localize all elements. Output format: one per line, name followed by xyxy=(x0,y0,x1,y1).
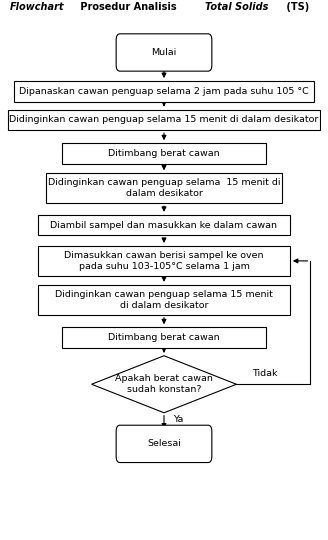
Text: (TS): (TS) xyxy=(283,2,310,12)
Text: Prosedur Analisis: Prosedur Analisis xyxy=(77,2,180,12)
Text: Didinginkan cawan penguap selama 15 menit di dalam desikator: Didinginkan cawan penguap selama 15 meni… xyxy=(9,116,319,124)
FancyBboxPatch shape xyxy=(62,143,266,164)
FancyBboxPatch shape xyxy=(116,425,212,463)
Text: Tidak: Tidak xyxy=(252,369,278,378)
Text: Ya: Ya xyxy=(174,415,184,424)
Text: Mulai: Mulai xyxy=(152,48,176,57)
FancyBboxPatch shape xyxy=(38,285,290,315)
FancyBboxPatch shape xyxy=(14,81,314,102)
Polygon shape xyxy=(92,356,236,413)
Text: Diambil sampel dan masukkan ke dalam cawan: Diambil sampel dan masukkan ke dalam caw… xyxy=(51,221,277,230)
FancyBboxPatch shape xyxy=(116,34,212,71)
Text: Dimasukkan cawan berisi sampel ke oven
pada suhu 103-105°C selama 1 jam: Dimasukkan cawan berisi sampel ke oven p… xyxy=(64,251,264,271)
Text: Ditimbang berat cawan: Ditimbang berat cawan xyxy=(108,149,220,158)
FancyBboxPatch shape xyxy=(38,215,290,235)
Text: Apakah berat cawan
sudah konstan?: Apakah berat cawan sudah konstan? xyxy=(115,374,213,394)
FancyBboxPatch shape xyxy=(62,327,266,348)
Text: Didinginkan cawan penguap selama  15 menit di
dalam desikator: Didinginkan cawan penguap selama 15 meni… xyxy=(48,178,280,198)
Text: Selesai: Selesai xyxy=(147,440,181,448)
Text: Flowchart: Flowchart xyxy=(10,2,64,12)
FancyBboxPatch shape xyxy=(8,110,320,130)
Text: Dipanaskan cawan penguap selama 2 jam pada suhu 105 °C: Dipanaskan cawan penguap selama 2 jam pa… xyxy=(19,87,309,96)
Text: Ditimbang berat cawan: Ditimbang berat cawan xyxy=(108,333,220,342)
Text: Didinginkan cawan penguap selama 15 menit
di dalam desikator: Didinginkan cawan penguap selama 15 meni… xyxy=(55,290,273,310)
FancyBboxPatch shape xyxy=(38,246,290,276)
FancyBboxPatch shape xyxy=(46,173,282,204)
Text: Total Solids: Total Solids xyxy=(205,2,268,12)
